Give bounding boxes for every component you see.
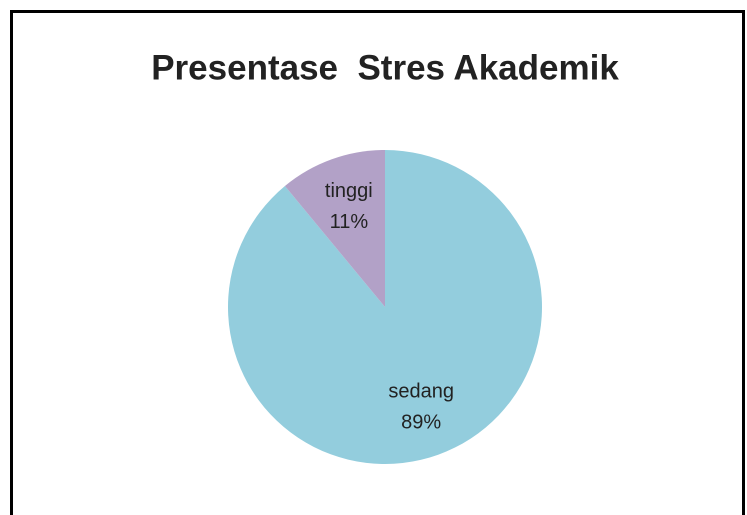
pie-slice bbox=[227, 150, 542, 464]
slice-value-label: 11% bbox=[330, 211, 369, 233]
slice-value-label: 89% bbox=[401, 412, 441, 434]
pie-slice bbox=[284, 150, 385, 307]
chart-title: Presentase Stres Akademik bbox=[151, 48, 619, 87]
slice-category-label: tinggi bbox=[325, 180, 373, 202]
slice-category-label: sedang bbox=[388, 381, 454, 403]
